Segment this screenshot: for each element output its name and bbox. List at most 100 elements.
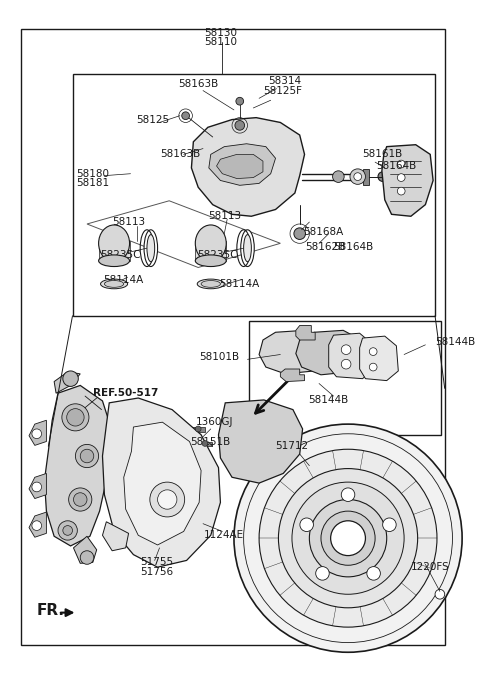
Text: 51755: 51755 xyxy=(140,558,173,567)
Text: 58161B: 58161B xyxy=(362,150,402,159)
Text: REF.50-517: REF.50-517 xyxy=(93,388,158,398)
Circle shape xyxy=(63,371,78,386)
Text: 58181: 58181 xyxy=(76,178,109,188)
Ellipse shape xyxy=(105,281,124,288)
Text: 58163B: 58163B xyxy=(178,79,218,89)
Polygon shape xyxy=(124,422,201,545)
Ellipse shape xyxy=(241,230,254,267)
Polygon shape xyxy=(362,169,369,186)
Bar xyxy=(269,358,282,365)
Text: 58180: 58180 xyxy=(76,169,109,179)
Polygon shape xyxy=(102,522,129,551)
Polygon shape xyxy=(280,369,304,381)
Ellipse shape xyxy=(100,279,128,289)
Text: 58164B: 58164B xyxy=(333,242,373,252)
Bar xyxy=(286,338,300,346)
Circle shape xyxy=(397,173,405,182)
Circle shape xyxy=(341,359,351,369)
Text: 58114A: 58114A xyxy=(220,279,260,289)
Polygon shape xyxy=(209,143,276,186)
Text: 58113: 58113 xyxy=(112,217,145,227)
Circle shape xyxy=(369,363,377,371)
Polygon shape xyxy=(360,336,398,381)
Polygon shape xyxy=(54,372,80,393)
Circle shape xyxy=(150,482,185,517)
Text: 58125F: 58125F xyxy=(263,86,302,96)
Polygon shape xyxy=(29,420,47,445)
Polygon shape xyxy=(329,333,374,379)
Ellipse shape xyxy=(144,230,157,267)
Bar xyxy=(192,427,205,432)
Text: 51712: 51712 xyxy=(276,441,309,452)
Circle shape xyxy=(195,426,201,432)
Circle shape xyxy=(333,171,344,182)
Text: 58144B: 58144B xyxy=(435,337,475,347)
Text: 58125: 58125 xyxy=(136,114,169,124)
Polygon shape xyxy=(218,400,302,483)
Circle shape xyxy=(292,482,404,594)
Circle shape xyxy=(202,441,208,446)
Circle shape xyxy=(294,228,305,239)
Ellipse shape xyxy=(195,255,226,267)
Circle shape xyxy=(234,424,462,652)
Polygon shape xyxy=(73,537,96,563)
Circle shape xyxy=(235,120,245,130)
Text: 58110: 58110 xyxy=(204,37,237,47)
Circle shape xyxy=(63,526,72,535)
Circle shape xyxy=(397,187,405,195)
Circle shape xyxy=(354,173,361,180)
Circle shape xyxy=(67,409,84,426)
Circle shape xyxy=(341,488,355,501)
Polygon shape xyxy=(195,241,226,260)
Bar xyxy=(269,338,282,346)
Text: 58163B: 58163B xyxy=(160,150,200,159)
Circle shape xyxy=(32,429,42,439)
Circle shape xyxy=(310,500,387,577)
Circle shape xyxy=(73,493,87,507)
Circle shape xyxy=(259,449,437,627)
Bar xyxy=(250,321,441,435)
Polygon shape xyxy=(98,241,130,260)
Text: 58113: 58113 xyxy=(208,211,241,221)
Text: 1124AE: 1124AE xyxy=(204,530,244,541)
Ellipse shape xyxy=(197,279,224,289)
Polygon shape xyxy=(192,118,304,216)
Polygon shape xyxy=(216,154,263,179)
Bar xyxy=(198,441,212,446)
Text: 1360GJ: 1360GJ xyxy=(196,417,233,427)
Polygon shape xyxy=(29,473,47,498)
Text: FR.: FR. xyxy=(37,603,65,618)
Text: 58162B: 58162B xyxy=(305,242,346,252)
Circle shape xyxy=(80,449,94,463)
Text: 58235C: 58235C xyxy=(197,250,238,260)
Text: 58114A: 58114A xyxy=(104,275,144,285)
Polygon shape xyxy=(296,326,315,340)
Bar xyxy=(286,347,300,356)
Polygon shape xyxy=(102,398,220,567)
Circle shape xyxy=(435,590,444,599)
Text: 1220FS: 1220FS xyxy=(411,562,450,572)
Ellipse shape xyxy=(98,225,130,262)
Polygon shape xyxy=(382,145,433,216)
Polygon shape xyxy=(45,386,112,546)
Ellipse shape xyxy=(201,281,220,288)
Circle shape xyxy=(367,566,380,580)
Circle shape xyxy=(278,469,418,608)
Circle shape xyxy=(69,488,92,511)
Circle shape xyxy=(316,566,329,580)
Text: 58101B: 58101B xyxy=(200,352,240,362)
Circle shape xyxy=(80,551,94,564)
Text: 58168A: 58168A xyxy=(303,226,344,237)
Circle shape xyxy=(378,172,388,182)
Text: 58130: 58130 xyxy=(204,28,237,37)
Circle shape xyxy=(331,521,365,556)
Bar xyxy=(72,74,435,316)
Circle shape xyxy=(157,490,177,509)
Ellipse shape xyxy=(98,255,130,267)
Bar xyxy=(286,358,300,365)
Circle shape xyxy=(300,518,313,532)
Circle shape xyxy=(383,518,396,532)
Circle shape xyxy=(321,511,375,565)
Text: 58151B: 58151B xyxy=(191,437,231,447)
Ellipse shape xyxy=(147,235,155,262)
